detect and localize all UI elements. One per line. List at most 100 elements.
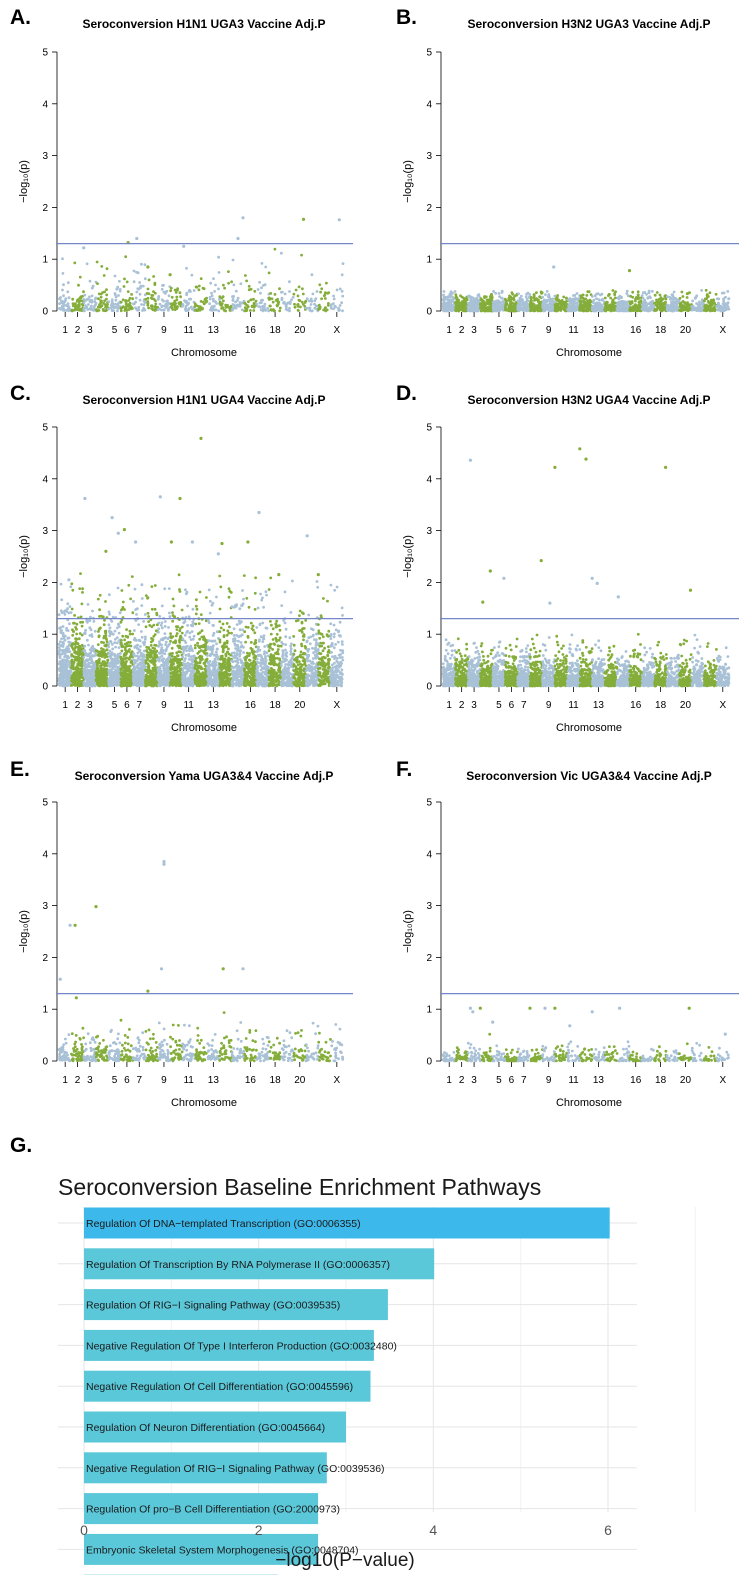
snp-point	[107, 642, 111, 646]
snp-point	[79, 661, 83, 665]
snp-point	[135, 290, 139, 294]
x-axis-label: Chromosome	[556, 347, 622, 359]
snp-point	[691, 299, 694, 303]
snp-point	[84, 651, 88, 655]
snp-point	[332, 294, 335, 298]
snp-point	[124, 300, 128, 304]
snp-point	[694, 307, 698, 310]
snp-point	[259, 291, 262, 295]
snp-point	[127, 583, 131, 587]
snp-point	[195, 308, 199, 312]
x-tick-label: X	[333, 700, 340, 711]
snp-point	[150, 607, 154, 611]
snp-point	[197, 288, 201, 292]
snp-point	[135, 613, 138, 616]
snp-point	[685, 296, 689, 299]
snp-point	[582, 303, 586, 307]
snp-point	[63, 638, 67, 642]
snp-point	[62, 684, 66, 688]
snp-point	[103, 656, 107, 659]
snp-point	[78, 680, 82, 684]
snp-point	[276, 297, 279, 301]
snp-point	[187, 302, 191, 305]
snp-point	[538, 295, 541, 299]
snp-point	[122, 305, 125, 309]
snp-point	[294, 288, 298, 292]
snp-point	[705, 293, 709, 297]
snp-point	[136, 675, 140, 679]
snp-point	[278, 309, 282, 313]
snp-point	[124, 648, 127, 652]
manhattan-panel-3: C. Seroconversion H1N1 UGA4 Vaccine Adj.P…	[10, 382, 353, 734]
snp-point	[90, 299, 93, 302]
y-tick-label: 0	[42, 682, 48, 693]
snp-point	[185, 291, 189, 295]
snp-point	[649, 306, 653, 309]
snp-point	[170, 305, 173, 309]
snp-point	[501, 300, 504, 304]
snp-point	[240, 308, 244, 312]
snp-point	[140, 604, 144, 607]
snp-point	[278, 306, 282, 310]
snp-point	[173, 299, 177, 303]
snp-point	[143, 277, 147, 281]
snp-point	[68, 622, 71, 626]
snp-point	[227, 281, 231, 285]
snp-point	[217, 255, 221, 259]
x-tick-label: 18	[655, 325, 667, 336]
snp-point	[297, 298, 301, 302]
snp-point	[66, 674, 69, 678]
snp-point	[269, 304, 272, 308]
snp-point	[573, 303, 576, 307]
snp-point	[128, 629, 132, 633]
snp-point	[82, 649, 86, 653]
snp-point	[258, 280, 261, 284]
snp-point	[174, 291, 178, 294]
snp-point	[264, 265, 268, 269]
snp-point	[636, 290, 640, 294]
snp-point	[695, 302, 698, 305]
snp-point	[210, 307, 213, 311]
snp-point	[560, 301, 564, 305]
snp-point	[678, 296, 682, 300]
snp-point	[119, 300, 123, 304]
x-tick-label: 7	[136, 325, 142, 336]
snp-point	[79, 295, 83, 299]
snp-point	[136, 308, 140, 312]
snp-point	[313, 306, 317, 310]
snp-point	[173, 308, 177, 311]
snp-point	[311, 292, 315, 296]
snp-point	[488, 295, 492, 298]
snp-point	[77, 656, 81, 660]
snp-point	[300, 300, 304, 304]
snp-point	[184, 304, 188, 308]
snp-point	[254, 299, 258, 303]
snp-point	[114, 295, 118, 299]
snp-point	[590, 295, 594, 298]
snp-point	[537, 299, 540, 303]
snp-point	[712, 308, 716, 311]
snp-point	[680, 304, 684, 308]
snp-point	[553, 300, 556, 304]
snp-point	[77, 283, 80, 287]
snp-point	[89, 679, 93, 682]
snp-point	[108, 662, 111, 665]
snp-point	[455, 305, 459, 308]
snp-point	[72, 660, 76, 664]
snp-point	[146, 296, 150, 300]
snp-point	[280, 290, 283, 294]
snp-point	[120, 639, 123, 642]
snp-point	[57, 679, 61, 682]
snp-point	[135, 607, 139, 611]
snp-point	[102, 274, 106, 277]
snp-point	[196, 304, 200, 308]
snp-point	[145, 292, 149, 295]
snp-point	[329, 306, 333, 310]
snp-point	[636, 304, 640, 308]
snp-point	[313, 299, 317, 303]
snp-point	[280, 251, 283, 255]
y-tick-label: 3	[426, 151, 432, 162]
snp-point	[479, 309, 483, 313]
snp-point	[650, 289, 654, 293]
